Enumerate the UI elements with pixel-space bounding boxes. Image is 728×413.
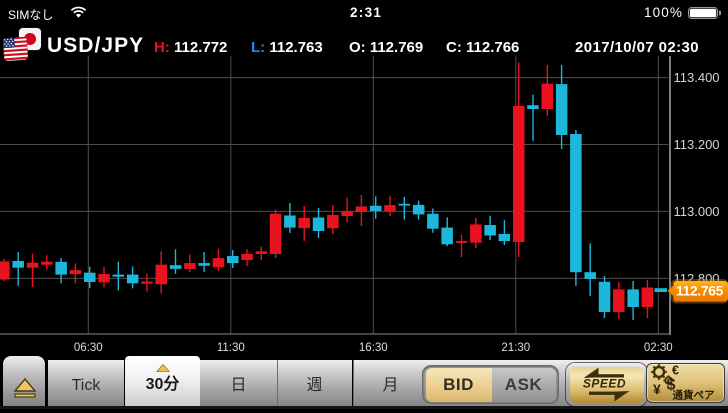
svg-text:11:30: 11:30 (217, 342, 245, 354)
svg-text:113.000: 113.000 (674, 204, 720, 219)
svg-text:02:30: 02:30 (644, 342, 673, 354)
svg-text:113.200: 113.200 (674, 137, 720, 152)
svg-text:06:30: 06:30 (74, 342, 103, 354)
svg-text:€: € (672, 364, 679, 378)
svg-text:通貨ペア: 通貨ペア (673, 389, 715, 402)
svg-text:112.765: 112.765 (676, 284, 724, 299)
svg-text:16:30: 16:30 (359, 342, 388, 354)
svg-text:SPEED: SPEED (583, 377, 626, 391)
svg-text:21:30: 21:30 (501, 342, 530, 354)
svg-text:¥: ¥ (653, 381, 661, 397)
svg-text:113.400: 113.400 (674, 70, 720, 85)
